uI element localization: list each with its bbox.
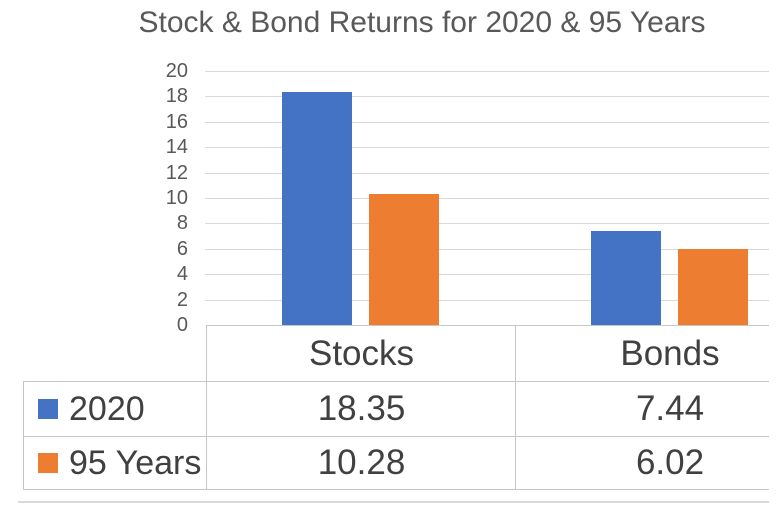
gridline xyxy=(205,274,769,276)
gridline xyxy=(205,223,769,225)
legend-label-2020: 2020 xyxy=(69,389,145,428)
chart-title: Stock & Bond Returns for 2020 & 95 Years xyxy=(138,6,706,39)
right-edge-mask xyxy=(769,0,778,511)
gridline xyxy=(205,248,769,250)
bar-95-years-stocks xyxy=(369,194,439,325)
gridline xyxy=(205,299,769,301)
gridline xyxy=(205,198,769,199)
legend-item-95-years: 95 Years xyxy=(23,436,206,490)
value-95-years-stocks: 10.28 xyxy=(206,436,516,490)
y-axis-tick-label: 8 xyxy=(176,212,188,235)
bar-95-years-bonds xyxy=(678,248,748,325)
y-axis-tick-label: 20 xyxy=(165,60,188,82)
value-95-years-bonds: 6.02 xyxy=(515,436,778,490)
value-2020-bonds: 7.44 xyxy=(515,381,778,436)
gridline xyxy=(205,147,769,149)
y-axis-tick-label: 14 xyxy=(165,136,188,159)
bar-2020-stocks xyxy=(282,91,352,325)
bar-2020-bonds xyxy=(591,230,661,325)
gridline xyxy=(205,121,769,123)
gridline xyxy=(205,96,769,98)
y-axis-tick-label: 12 xyxy=(165,161,188,184)
category-header-bonds: Bonds xyxy=(515,325,778,381)
gridline xyxy=(205,71,769,72)
y-axis-tick-label: 16 xyxy=(165,110,188,133)
y-axis-tick-label: 0 xyxy=(176,314,188,336)
category-header-stocks: Stocks xyxy=(206,325,516,381)
legend-label-95-years: 95 Years xyxy=(69,443,202,482)
y-axis-tick-label: 18 xyxy=(165,85,188,108)
y-axis-tick-label: 6 xyxy=(176,237,188,260)
legend-swatch-2020-icon xyxy=(38,399,58,419)
gridline xyxy=(205,172,769,174)
value-2020-stocks: 18.35 xyxy=(206,381,516,436)
y-axis-tick-label: 10 xyxy=(165,187,188,209)
chart-bottom-rule xyxy=(18,501,778,503)
y-axis-tick-label: 2 xyxy=(176,288,188,311)
y-axis-tick-label: 4 xyxy=(176,263,188,286)
legend-item-2020: 2020 xyxy=(23,381,206,436)
legend-swatch-95-years-icon xyxy=(38,453,58,473)
